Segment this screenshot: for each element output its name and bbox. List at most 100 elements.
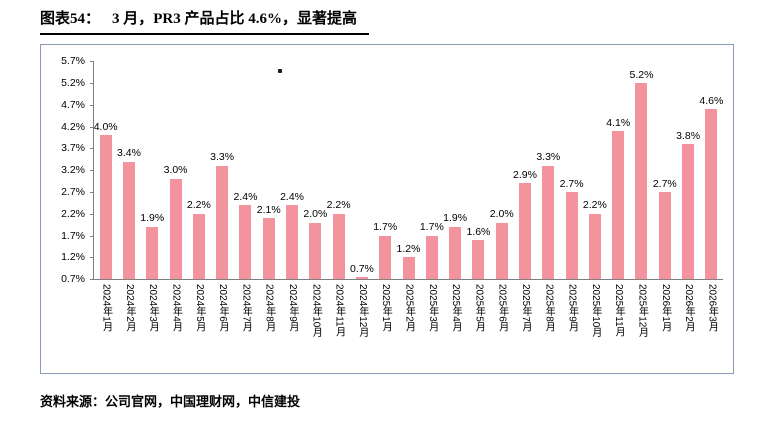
bar-group: 2.2% 2024年5月 [187,61,211,332]
figure-caption: 3 月，PR3 产品占比 4.6%，显著提高 [112,11,358,27]
x-axis-label: 2024年10月 [310,284,322,338]
bar [169,178,182,280]
y-axis-tick-mark [90,192,94,194]
bar [588,213,601,280]
bar-group: 2.2% 2024年11月 [326,61,351,337]
bar-value-label: 4.6% [699,94,724,107]
bar-value-label: 1.9% [443,212,468,225]
bar-group: 2.0% 2024年10月 [303,61,327,338]
bar-group: 0.7% 2024年12月 [349,61,374,338]
bar-value-label: 2.7% [652,177,677,190]
bar [309,222,322,280]
bar-group: 4.6% 2026年3月 [699,61,724,332]
x-axis-label: 2024年1月 [100,284,112,333]
bar-group: 3.8% 2026年2月 [676,61,701,332]
y-axis-tick-label: 3.7% [61,142,85,155]
x-axis-label: 2025年12月 [636,284,648,338]
y-axis-tick-mark [90,170,94,172]
x-axis-label: 2026年3月 [706,284,718,333]
x-axis-label: 2024年8月 [263,284,275,333]
bar-value-label: 0.7% [349,262,374,275]
bar-value-label: 2.7% [559,177,584,190]
x-axis-label: 2024年12月 [356,284,368,338]
bar-group: 2.7% 2025年9月 [559,61,584,333]
bar-group: 3.0% 2024年4月 [164,61,188,332]
bar-group: 2.7% 2026年1月 [652,61,677,333]
x-axis-label: 2024年7月 [240,284,252,333]
plot-area: 4.0% 2024年1月 3.4% 2024年2月 1.9% 2024年3月 3.0% 202… [61,55,724,338]
bar-group: 1.7% 2025年1月 [373,61,397,332]
bar [612,131,625,280]
bar [682,144,695,280]
bar-value-label: 1.9% [140,212,165,225]
bar [635,83,648,280]
bar [449,226,462,280]
bar-value-label: 2.4% [280,190,304,203]
bar-group: 1.6% 2025年5月 [466,61,490,333]
x-axis-label: 2025年3月 [426,284,438,333]
y-axis-tick-label: 5.7% [61,55,85,68]
bar-value-label: 1.7% [419,221,444,234]
bar [495,222,508,280]
bar [518,183,531,280]
y-axis-tick-mark [90,213,94,215]
bar [192,213,205,280]
bar-group: 2.4% 2024年9月 [280,61,304,332]
bar-group: 3.4% 2024年2月 [117,61,141,332]
x-axis-label: 2025年10月 [589,284,601,338]
y-axis-tick-mark [90,126,94,128]
bar-group: 2.4% 2024年7月 [233,61,258,332]
x-axis-label: 2025年6月 [496,284,508,333]
bar [402,257,415,280]
bar-value-label: 3.3% [536,151,561,164]
bar-value-label: 2.1% [256,203,281,216]
bar-group: 3.3% 2025年8月 [536,61,561,332]
bar [705,109,718,280]
y-axis-tick-mark [90,104,94,106]
x-axis-label: 2024年11月 [333,284,345,337]
bar [262,218,275,280]
bar-value-label: 2.2% [582,199,607,212]
y-axis-tick-label: 4.2% [61,120,85,133]
bar-value-label: 2.2% [326,199,351,212]
bar [542,165,555,280]
bar-value-label: 2.4% [233,190,258,203]
x-axis-label: 2024年5月 [193,284,205,333]
y-axis-tick-label: 1.7% [61,229,85,242]
x-axis-label: 2025年8月 [543,284,555,333]
x-axis-label: 2024年6月 [217,284,229,333]
bar [332,213,345,280]
y-axis-tick-mark [90,83,94,85]
bar-group: 1.9% 2024年3月 [140,61,165,332]
bar-value-label: 2.9% [513,168,537,181]
bar [239,205,252,280]
bar-group: 5.2% 2025年12月 [629,61,654,338]
bar-value-label: 3.8% [676,129,701,142]
x-axis-label: 2025年2月 [403,284,415,333]
x-axis-label: 2025年4月 [450,284,462,333]
bar-group: 2.9% 2025年7月 [513,61,537,332]
y-axis-tick-mark [90,257,94,259]
y-axis-tick-label: 1.2% [61,251,85,264]
y-axis-tick-mark [90,235,94,237]
x-axis-label: 2025年9月 [566,284,578,333]
bar-value-label: 3.3% [210,151,235,164]
bar [379,235,392,280]
x-axis-label: 2025年11月 [613,284,625,337]
bar-value-label: 5.2% [629,68,654,81]
bar [355,277,368,280]
bar-group: 2.0% 2025年6月 [490,61,514,332]
bar-value-label: 4.0% [93,120,118,133]
x-axis-label: 2025年1月 [380,284,392,333]
y-axis-tick-label: 2.7% [61,186,85,199]
bar [565,192,578,280]
figure-title: 图表54： 3 月，PR3 产品占比 4.6%，显著提高 [40,9,370,36]
bar-group: 3.3% 2024年6月 [210,61,235,332]
bar-value-label: 4.1% [606,116,631,129]
bar [472,240,485,280]
stray-marker-dot [278,69,283,74]
bar-group: 4.0% 2024年1月 [93,61,118,332]
bar-value-label: 1.2% [396,242,421,255]
bar-group: 4.1% 2025年11月 [606,61,631,337]
y-axis-tick-label: 2.2% [61,207,85,220]
